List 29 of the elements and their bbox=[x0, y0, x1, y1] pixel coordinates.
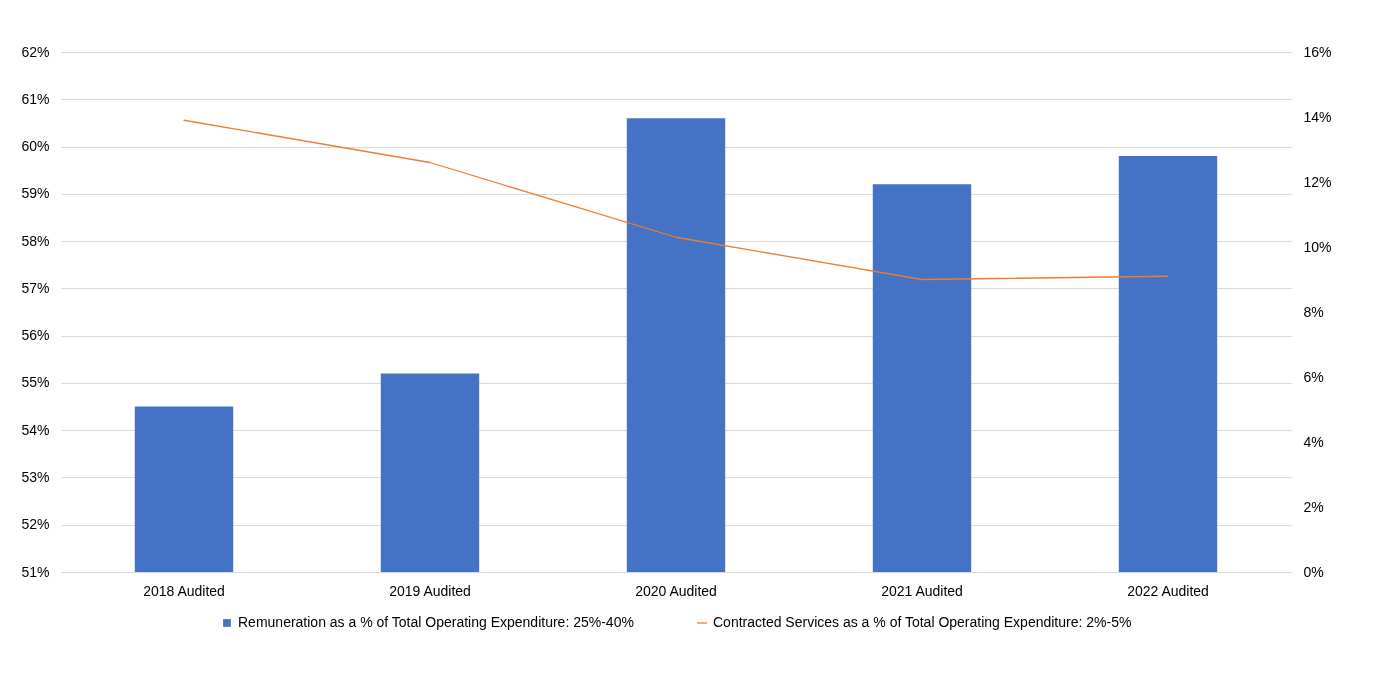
legend-label: Remuneration as a % of Total Operating Expenditure: 25%-40% bbox=[238, 614, 634, 630]
x-tick-label: 2021 Audited bbox=[881, 582, 963, 599]
y-tick-label: 62% bbox=[21, 43, 50, 60]
y2-tick-label: 14% bbox=[1303, 108, 1332, 125]
x-tick-label: 2020 Audited bbox=[635, 582, 717, 599]
y-tick-label: 60% bbox=[21, 138, 50, 155]
y2-tick-label: 8% bbox=[1303, 303, 1324, 320]
y-tick-label: 52% bbox=[21, 516, 50, 533]
y2-tick-label: 6% bbox=[1303, 368, 1324, 385]
y-tick-label: 53% bbox=[21, 468, 50, 485]
y-tick-label: 59% bbox=[21, 185, 50, 202]
x-tick-label: 2019 Audited bbox=[389, 582, 471, 599]
y2-tick-label: 12% bbox=[1303, 173, 1332, 190]
y2-tick-label: 0% bbox=[1303, 563, 1324, 580]
legend-label: Contracted Services as a % of Total Operating Expenditure: 2%-5% bbox=[713, 614, 1132, 630]
y-tick-label: 51% bbox=[21, 563, 50, 580]
y-tick-label: 54% bbox=[21, 421, 50, 438]
y-tick-label: 57% bbox=[21, 279, 50, 296]
y-tick-label: 56% bbox=[21, 327, 50, 344]
y2-tick-label: 10% bbox=[1303, 238, 1332, 255]
y2-tick-label: 2% bbox=[1303, 498, 1324, 515]
y-tick-label: 58% bbox=[21, 232, 50, 249]
y2-tick-label: 16% bbox=[1303, 43, 1332, 60]
y-tick-label: 55% bbox=[21, 374, 50, 391]
y2-tick-label: 4% bbox=[1303, 433, 1324, 450]
x-tick-label: 2018 Audited bbox=[143, 582, 225, 599]
y-tick-label: 61% bbox=[21, 90, 50, 107]
line-series bbox=[183, 119, 1169, 281]
x-tick-label: 2022 Audited bbox=[1127, 582, 1209, 599]
